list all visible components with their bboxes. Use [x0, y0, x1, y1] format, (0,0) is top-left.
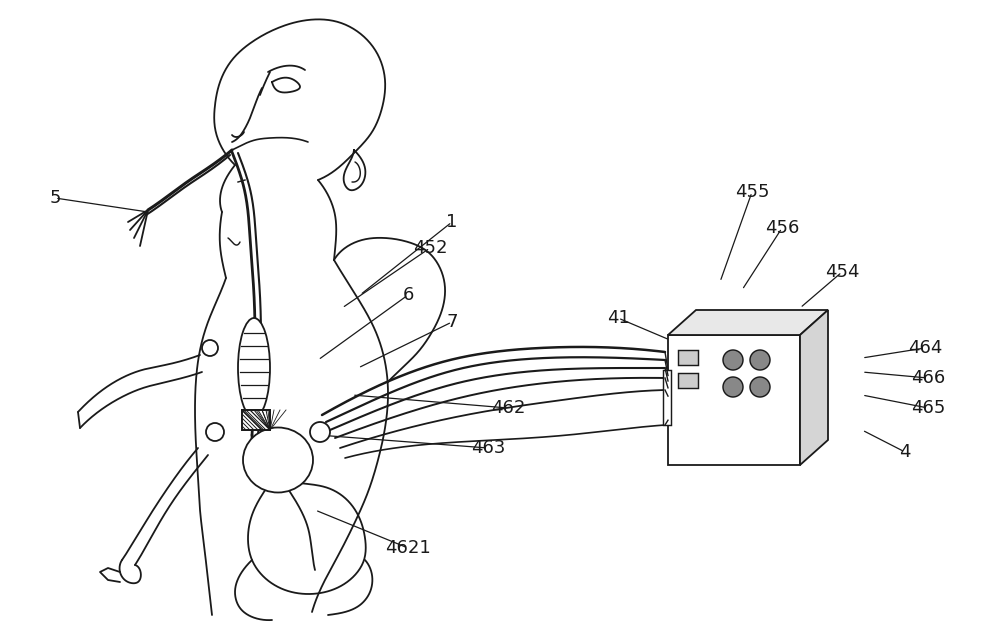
Ellipse shape: [243, 427, 313, 493]
Bar: [242, 410, 270, 430]
Text: 7: 7: [446, 313, 458, 331]
Text: 1: 1: [446, 213, 458, 231]
Circle shape: [202, 340, 218, 356]
Text: 6: 6: [402, 286, 414, 304]
Text: 462: 462: [491, 399, 525, 417]
Text: 5: 5: [49, 189, 61, 207]
Bar: [668, 335, 800, 465]
Text: 455: 455: [735, 183, 769, 201]
Text: 465: 465: [911, 399, 945, 417]
Circle shape: [206, 423, 224, 441]
Text: 464: 464: [908, 339, 942, 357]
Circle shape: [750, 350, 770, 370]
Text: 466: 466: [911, 369, 945, 387]
Circle shape: [723, 350, 743, 370]
Ellipse shape: [238, 318, 270, 418]
Bar: [678, 350, 698, 365]
Polygon shape: [800, 310, 828, 465]
Polygon shape: [668, 310, 828, 335]
Text: 456: 456: [765, 219, 799, 237]
Text: 4621: 4621: [385, 539, 431, 557]
Circle shape: [750, 377, 770, 397]
Circle shape: [723, 377, 743, 397]
Text: 4: 4: [899, 443, 911, 461]
Text: 452: 452: [413, 239, 447, 257]
Bar: [678, 373, 698, 388]
Text: 41: 41: [607, 309, 629, 327]
Bar: [242, 410, 270, 430]
Text: 463: 463: [471, 439, 505, 457]
Text: 454: 454: [825, 263, 859, 281]
Circle shape: [310, 422, 330, 442]
Bar: [663, 370, 671, 425]
